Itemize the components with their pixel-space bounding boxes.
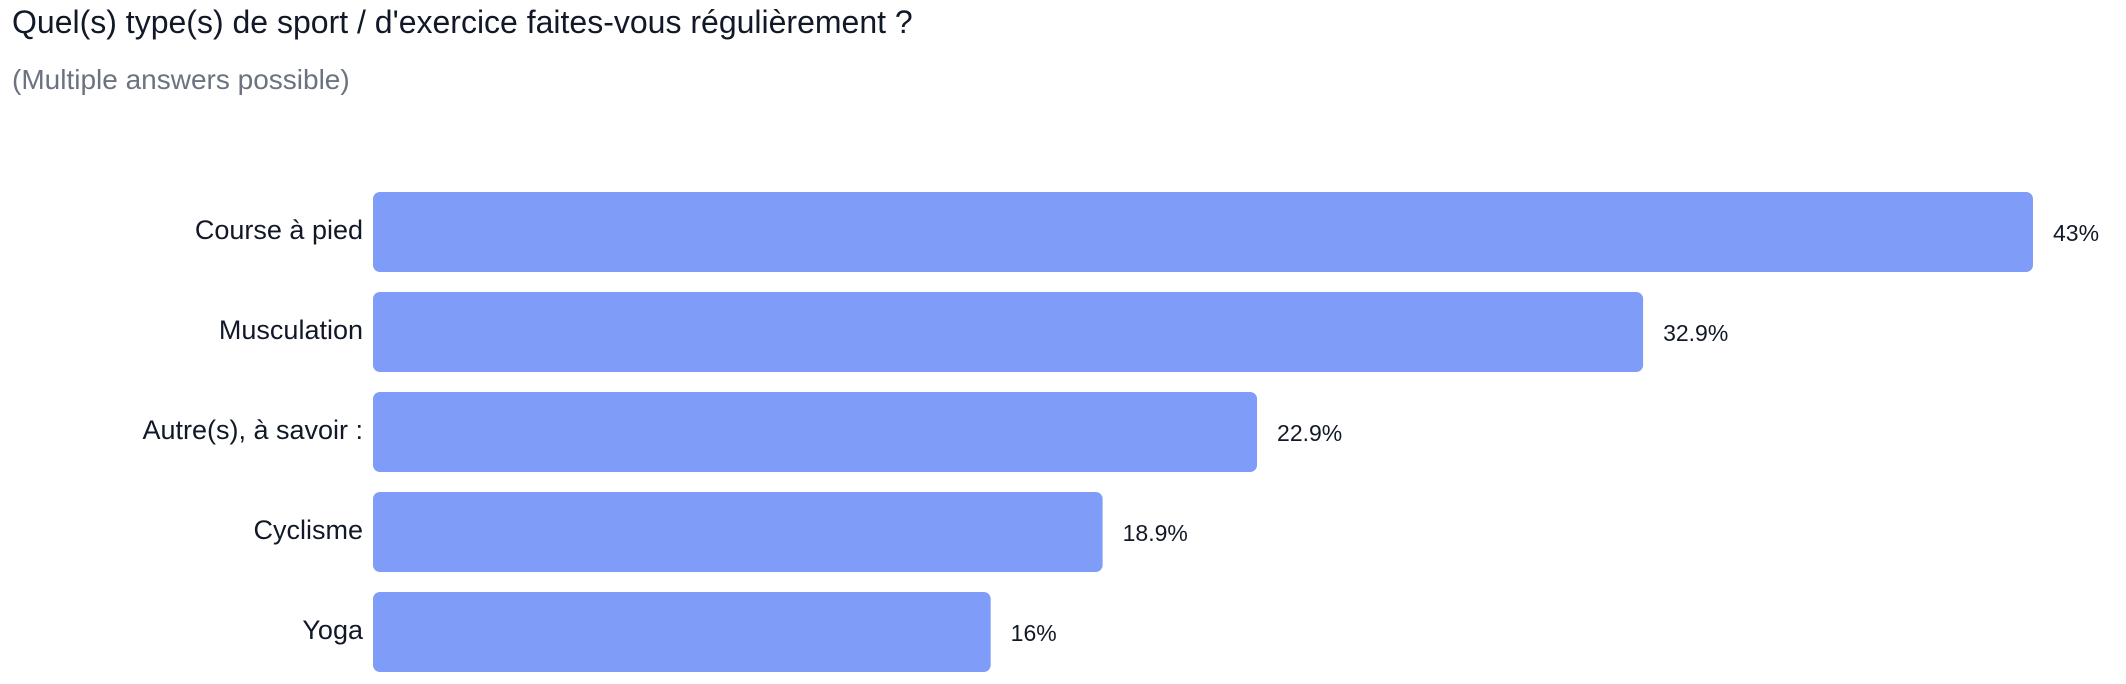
chart-subtitle: (Multiple answers possible): [12, 64, 350, 95]
bar: [373, 592, 991, 672]
bar: [373, 292, 1644, 372]
value-label: 22.9%: [1277, 420, 1342, 446]
chart-title: Quel(s) type(s) de sport / d'exercice fa…: [12, 4, 913, 40]
bar: [373, 492, 1103, 572]
bar: [373, 392, 1258, 472]
category-label: Course à pied: [195, 215, 363, 245]
value-label: 32.9%: [1663, 320, 1728, 346]
category-label: Cyclisme: [253, 515, 363, 545]
category-label: Yoga: [302, 615, 364, 645]
bar: [373, 192, 2033, 272]
value-label: 18.9%: [1123, 520, 1188, 546]
category-label: Autre(s), à savoir :: [142, 415, 363, 445]
value-label: 16%: [1011, 620, 1057, 646]
category-label: Musculation: [219, 315, 363, 345]
value-label: 43%: [2053, 220, 2099, 246]
